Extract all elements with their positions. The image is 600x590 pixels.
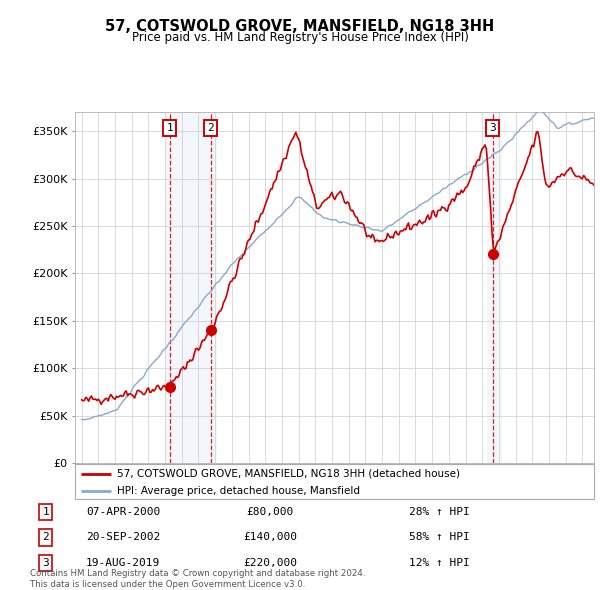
Text: Contains HM Land Registry data © Crown copyright and database right 2024.
This d: Contains HM Land Registry data © Crown c… — [30, 569, 365, 589]
FancyBboxPatch shape — [75, 464, 594, 499]
Bar — [165, 112, 217, 463]
Text: 1: 1 — [42, 507, 49, 517]
Text: 1: 1 — [166, 123, 173, 133]
Text: 58% ↑ HPI: 58% ↑ HPI — [409, 532, 470, 542]
Text: 2: 2 — [42, 532, 49, 542]
Text: 12% ↑ HPI: 12% ↑ HPI — [409, 558, 470, 568]
Text: 19-AUG-2019: 19-AUG-2019 — [86, 558, 160, 568]
Text: £140,000: £140,000 — [243, 532, 297, 542]
Text: 57, COTSWOLD GROVE, MANSFIELD, NG18 3HH: 57, COTSWOLD GROVE, MANSFIELD, NG18 3HH — [106, 19, 494, 34]
Text: 07-APR-2000: 07-APR-2000 — [86, 507, 160, 517]
Text: Price paid vs. HM Land Registry's House Price Index (HPI): Price paid vs. HM Land Registry's House … — [131, 31, 469, 44]
Text: 28% ↑ HPI: 28% ↑ HPI — [409, 507, 470, 517]
Text: 2: 2 — [207, 123, 214, 133]
Text: £220,000: £220,000 — [243, 558, 297, 568]
Text: 3: 3 — [42, 558, 49, 568]
Bar — [487, 112, 502, 463]
Text: 20-SEP-2002: 20-SEP-2002 — [86, 532, 160, 542]
Text: HPI: Average price, detached house, Mansfield: HPI: Average price, detached house, Mans… — [116, 486, 359, 496]
Text: 3: 3 — [490, 123, 496, 133]
Text: £80,000: £80,000 — [247, 507, 293, 517]
Text: 57, COTSWOLD GROVE, MANSFIELD, NG18 3HH (detached house): 57, COTSWOLD GROVE, MANSFIELD, NG18 3HH … — [116, 469, 460, 479]
